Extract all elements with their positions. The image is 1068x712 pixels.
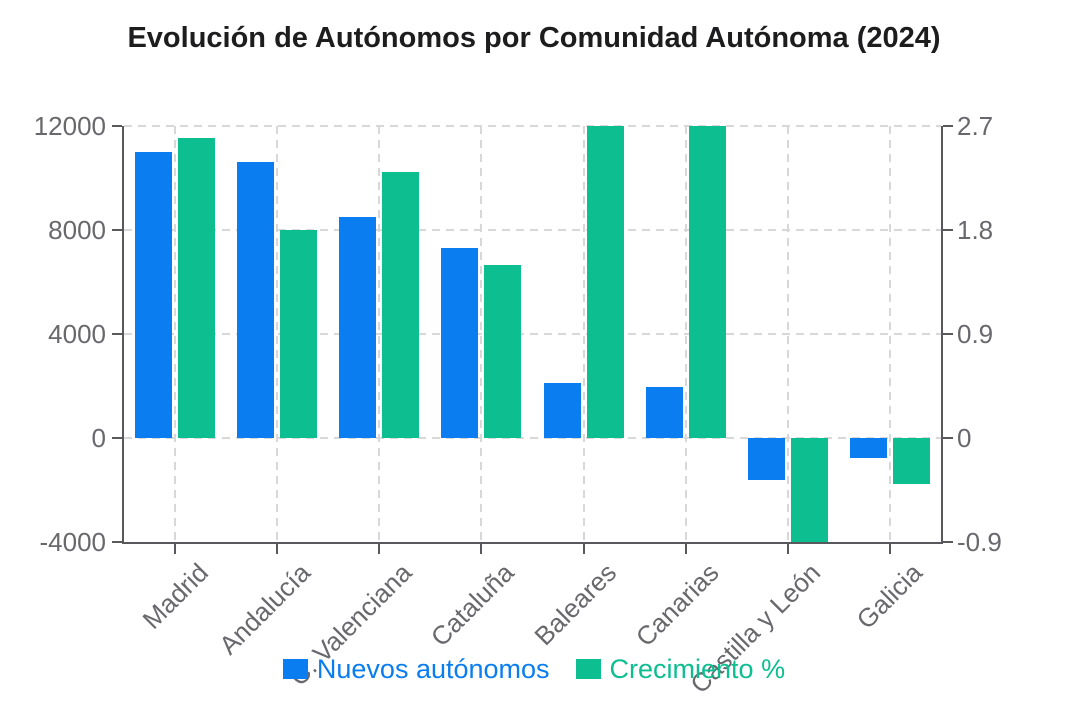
y-right-tick-label-1.8: 1.8 [957, 215, 994, 245]
x-axis-line [122, 542, 943, 544]
y-right-tick-label-0.9: 0.9 [957, 319, 994, 349]
y-left-tick-label-0: 0 [91, 423, 106, 453]
gridline-h-8000 [124, 229, 941, 231]
y-right-tick-label-2.7: 2.7 [957, 111, 994, 141]
bar-crecimiento-baleares [586, 126, 624, 438]
x-axis-label-canarias: Canarias [629, 557, 725, 653]
y-left-tick-4000 [112, 333, 122, 335]
x-tick-castilla-y-leon [786, 544, 789, 554]
bar-crecimiento-canarias [688, 126, 726, 438]
x-tick-galicia [888, 544, 891, 554]
bar-nuevos-autonomos-castilla-y-leon [747, 438, 785, 480]
bar-nuevos-autonomos-andalucia [237, 162, 275, 438]
y-left-tick-0 [112, 437, 122, 439]
gridline-v-baleares [582, 126, 585, 542]
x-axis-label-galicia: Galicia [851, 557, 929, 635]
x-axis-label-andalucia: Andalucía [212, 557, 316, 661]
y-right-tick-2.7 [943, 125, 953, 127]
bar-crecimiento-madrid [178, 137, 216, 438]
x-axis-label-baleares: Baleares [528, 557, 623, 652]
legend-swatch-crecimiento [575, 659, 601, 679]
legend: Nuevos autónomos Crecimiento % [0, 651, 1068, 687]
gridline-h-12000 [124, 125, 941, 127]
legend-item-nuevos-autonomos[interactable]: Nuevos autónomos [282, 654, 550, 684]
x-axis-label-madrid: Madrid [136, 557, 214, 635]
legend-label-crecimiento: Crecimiento % [609, 654, 786, 684]
y-left-tick-12000 [112, 125, 122, 127]
gridline-h-0 [124, 437, 941, 439]
x-tick-baleares [582, 544, 585, 554]
y-axis-left-line [122, 126, 124, 544]
bar-nuevos-autonomos-cataluna [441, 248, 479, 438]
x-tick-c-valenciana [378, 544, 381, 554]
bar-crecimiento-c-valenciana [382, 172, 420, 438]
bar-crecimiento-cataluna [484, 264, 522, 438]
legend-label-nuevos-autonomos: Nuevos autónomos [316, 654, 550, 684]
gridline-v-castilla-y-leon [786, 126, 789, 542]
gridline-v-madrid [174, 126, 177, 542]
y-right-tick-0 [943, 437, 953, 439]
bar-nuevos-autonomos-baleares [543, 383, 581, 438]
bar-crecimiento-galicia [892, 438, 930, 485]
gridline-v-andalucia [276, 126, 279, 542]
y-right-tick--0.9 [943, 541, 953, 543]
legend-item-crecimiento[interactable]: Crecimiento % [575, 654, 786, 684]
y-left-tick-label-12000: 12000 [33, 111, 106, 141]
bar-nuevos-autonomos-canarias [645, 387, 683, 438]
x-tick-cataluna [480, 544, 483, 554]
x-tick-madrid [174, 544, 177, 554]
y-left-tick-label--4000: -4000 [39, 527, 107, 557]
y-right-tick-label-0: 0 [957, 423, 972, 453]
bar-crecimiento-andalucia [280, 230, 318, 438]
y-left-tick-label-8000: 8000 [48, 215, 106, 245]
y-left-tick--4000 [112, 541, 122, 543]
bar-nuevos-autonomos-galicia [849, 438, 887, 458]
y-right-tick-label--0.9: -0.9 [957, 527, 1002, 557]
gridline-v-c-valenciana [378, 126, 381, 542]
y-axis-right-line [941, 126, 943, 544]
gridline-v-cataluna [480, 126, 483, 542]
bar-nuevos-autonomos-madrid [135, 152, 173, 438]
gridline-v-galicia [888, 126, 891, 542]
y-left-tick-8000 [112, 229, 122, 231]
y-right-tick-1.8 [943, 229, 953, 231]
gridline-v-canarias [684, 126, 687, 542]
bar-nuevos-autonomos-c-valenciana [339, 217, 377, 438]
x-tick-canarias [684, 544, 687, 554]
x-tick-andalucia [276, 544, 279, 554]
y-left-tick-label-4000: 4000 [48, 319, 106, 349]
y-right-tick-0.9 [943, 333, 953, 335]
chart-title: Evolución de Autónomos por Comunidad Aut… [127, 22, 941, 54]
gridline-h-4000 [124, 333, 941, 335]
bar-crecimiento-castilla-y-leon [790, 438, 828, 542]
legend-swatch-nuevos-autonomos [282, 659, 308, 679]
x-axis-label-cataluna: Cataluña [425, 557, 520, 653]
